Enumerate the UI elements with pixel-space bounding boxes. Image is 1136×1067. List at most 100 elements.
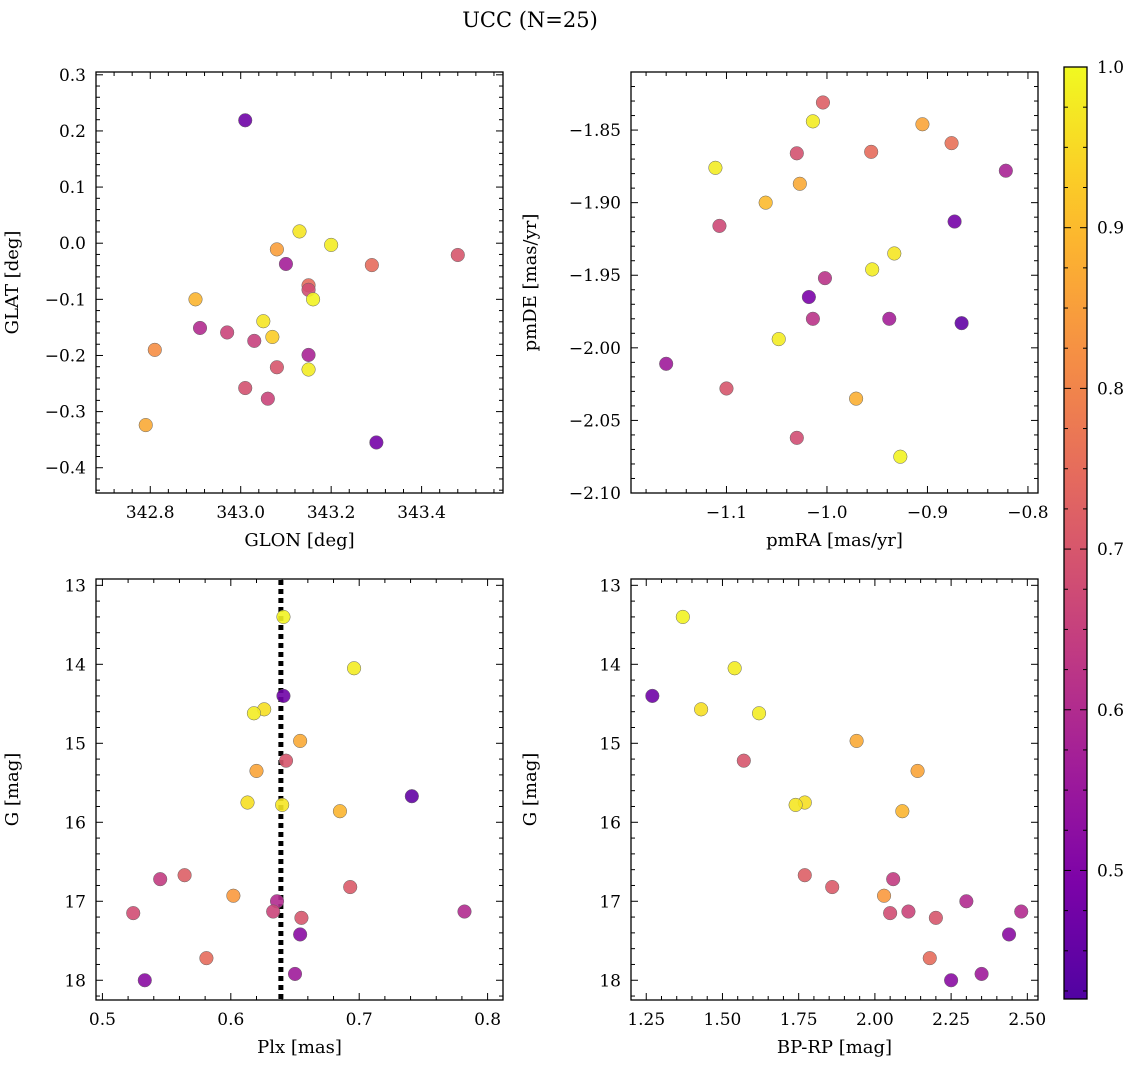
y-axis-label: pmDE [mas/yr] xyxy=(520,214,541,352)
x-tick-label: 1.75 xyxy=(780,1010,818,1030)
data-point xyxy=(825,879,840,895)
y-tick-label: 13 xyxy=(64,576,86,596)
colorbar: 0.5 0.6 0.7 0.8 0.9 1.0 xyxy=(1063,58,1124,1000)
y-tick-label: −1.95 xyxy=(569,266,621,286)
panel-pmra-pmde: −1.1 −1.0 −0.9 −0.8 −2.10 −2.05 −2.00 −1.95 −1.9… xyxy=(520,71,1049,551)
data-point xyxy=(815,95,830,110)
data-point xyxy=(712,218,727,233)
y-tick-label: 0.2 xyxy=(59,122,86,142)
y-tick-label: 14 xyxy=(599,655,621,675)
data-point xyxy=(736,753,751,768)
y-axis-label: G [mag] xyxy=(2,753,23,826)
data-point xyxy=(887,246,902,261)
data-point xyxy=(708,160,723,175)
data-point xyxy=(883,906,898,921)
data-point xyxy=(260,391,275,406)
data-point xyxy=(805,114,820,129)
data-point xyxy=(944,136,959,151)
data-point xyxy=(1014,904,1029,919)
data-point xyxy=(944,973,959,988)
data-point xyxy=(240,795,255,810)
data-point xyxy=(864,144,879,159)
x-tick-label: −0.9 xyxy=(907,503,948,523)
colorbar-tick-label: 0.5 xyxy=(1097,861,1124,881)
data-point xyxy=(256,314,271,329)
data-point xyxy=(369,435,384,450)
data-point xyxy=(645,688,660,703)
data-point xyxy=(247,333,262,348)
data-point xyxy=(220,325,235,340)
y-tick-label: 0.0 xyxy=(59,234,86,254)
data-point xyxy=(238,113,253,128)
data-point xyxy=(457,904,472,919)
data-point xyxy=(895,804,910,819)
x-tick-label: 2.50 xyxy=(1008,1010,1046,1030)
data-point xyxy=(188,292,203,307)
colorbar-tick-label: 0.6 xyxy=(1097,701,1124,721)
x-tick-label: 2.25 xyxy=(932,1010,970,1030)
y-tick-label: −1.85 xyxy=(569,121,621,141)
data-point xyxy=(266,904,281,919)
data-point xyxy=(126,906,141,921)
y-tick-label: 18 xyxy=(599,971,621,991)
data-point xyxy=(893,449,908,464)
data-point xyxy=(805,311,820,326)
x-tick-label: 2.00 xyxy=(856,1010,894,1030)
data-point xyxy=(404,789,419,804)
colorbar-tick-label: 0.9 xyxy=(1097,219,1124,239)
y-tick-label: −0.3 xyxy=(45,403,86,423)
data-point xyxy=(269,360,284,375)
figure-title: UCC (N=25) xyxy=(462,8,598,32)
x-tick-label: 343.2 xyxy=(307,503,356,523)
data-point xyxy=(153,872,168,887)
data-point xyxy=(177,868,192,883)
data-point xyxy=(849,391,864,406)
axes-frame xyxy=(95,578,504,1001)
data-point xyxy=(788,797,803,812)
data-point xyxy=(789,146,804,161)
data-point xyxy=(238,380,253,396)
data-point xyxy=(276,609,291,624)
panel-plx-g: 0.5 0.6 0.7 0.8 13 14 15 16 17 18 Plx [mas] G [mag] xyxy=(2,576,504,1058)
y-tick-label: 14 xyxy=(64,655,86,675)
x-tick-label: 0.6 xyxy=(217,1010,244,1030)
data-point xyxy=(727,661,742,676)
data-point xyxy=(306,292,321,307)
data-point xyxy=(817,271,833,286)
data-point xyxy=(801,289,816,305)
data-point xyxy=(915,117,930,132)
colorbar-tick-label: 1.0 xyxy=(1097,58,1124,78)
x-tick-label: 343.4 xyxy=(397,503,446,523)
axes-frame xyxy=(630,578,1039,1001)
x-tick-label: 343.0 xyxy=(216,503,265,523)
y-axis-label: GLAT [deg] xyxy=(2,231,23,335)
x-tick-label: 0.7 xyxy=(346,1010,373,1030)
data-point xyxy=(293,733,308,748)
data-point xyxy=(332,804,347,819)
data-point xyxy=(947,214,962,229)
data-point xyxy=(324,237,339,252)
data-point xyxy=(246,706,261,721)
panels: 342.8 343.0 343.2 343.4 −0.4 −0.3 −0.2 −0.1 0.0 0… xyxy=(2,66,1049,1058)
colorbar-tick-label: 0.8 xyxy=(1097,379,1124,399)
data-point xyxy=(278,753,294,768)
x-axis-label: GLON [deg] xyxy=(244,530,354,551)
data-point xyxy=(659,356,674,371)
data-point xyxy=(876,888,892,903)
y-tick-label: 13 xyxy=(599,576,621,596)
data-point xyxy=(364,258,379,273)
data-point xyxy=(882,311,897,326)
data-point xyxy=(719,381,734,396)
data-point xyxy=(998,163,1013,178)
data-point xyxy=(287,966,303,981)
axes-frame xyxy=(630,71,1039,494)
data-point xyxy=(301,362,316,377)
y-tick-label: 17 xyxy=(64,892,86,912)
data-point xyxy=(265,329,280,344)
data-point xyxy=(758,195,773,210)
data-point xyxy=(137,973,152,988)
data-point xyxy=(226,888,241,903)
y-tick-label: 18 xyxy=(64,971,86,991)
y-tick-label: 15 xyxy=(64,734,86,754)
